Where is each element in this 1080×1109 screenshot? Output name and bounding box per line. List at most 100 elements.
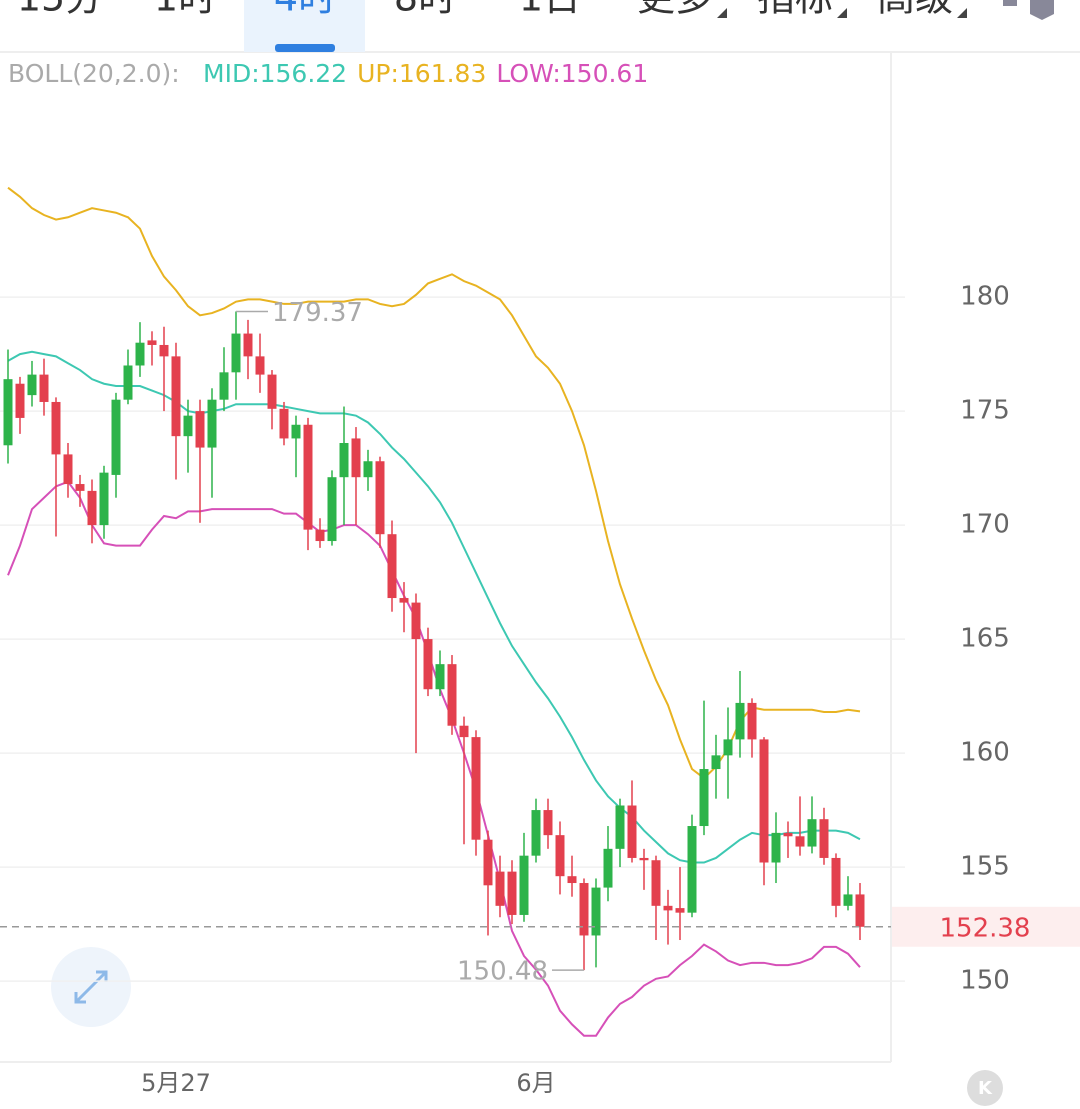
- candle-body: [351, 438, 361, 478]
- legend-entry: MID:156.22: [203, 59, 347, 88]
- candle-body: [411, 602, 421, 640]
- candle-body: [603, 848, 613, 888]
- y-tick-label: 170: [960, 510, 1010, 540]
- candle-body: [255, 356, 265, 375]
- k-button[interactable]: [967, 1070, 1003, 1106]
- y-tick-label: 155: [960, 852, 1010, 882]
- candle-body: [399, 598, 409, 603]
- candle-body: [531, 810, 541, 856]
- candle-body: [843, 894, 853, 906]
- tab[interactable]: 4时: [274, 0, 336, 20]
- candle-body: [195, 411, 205, 448]
- legend-entry: UP:161.83: [357, 59, 486, 88]
- indicator-label: BOLL(20,2.0):: [8, 59, 180, 88]
- candle-body: [75, 484, 85, 491]
- boll-line: [7, 350, 861, 864]
- candle-body: [543, 810, 553, 836]
- candle-body: [243, 333, 253, 357]
- candle-body: [135, 342, 145, 366]
- y-tick-label: 150: [960, 966, 1010, 996]
- candle-body: [579, 883, 589, 936]
- candle-body: [15, 383, 25, 418]
- candle-body: [783, 832, 793, 837]
- candle-body: [747, 702, 757, 740]
- y-tick-label: 175: [960, 396, 1010, 426]
- legend-entry: LOW:150.61: [496, 59, 648, 88]
- candle-body: [555, 835, 565, 877]
- candle-body: [423, 639, 433, 690]
- candle-body: [639, 857, 649, 861]
- x-tick-label: 5月27: [141, 1069, 211, 1097]
- candle-body: [279, 408, 289, 439]
- tab[interactable]: 高级: [877, 0, 953, 20]
- settings-icon[interactable]: [1003, 0, 1054, 20]
- max-label: 179.37: [272, 298, 363, 328]
- candle-body: [495, 871, 505, 906]
- tab[interactable]: 指标: [757, 0, 833, 20]
- candle-body: [627, 805, 637, 858]
- x-tick-label: 6月: [516, 1069, 555, 1097]
- candle-body: [123, 365, 133, 400]
- candle-body: [219, 372, 229, 400]
- candle-body: [99, 472, 109, 526]
- tab[interactable]: 8时: [394, 0, 456, 20]
- last-price-bg: [892, 906, 1080, 947]
- candle-body: [483, 839, 493, 886]
- candle-body: [471, 737, 481, 840]
- tab-dropdown: [957, 8, 967, 18]
- candle-body: [63, 454, 73, 485]
- candle-body: [855, 894, 865, 927]
- expand-icon: [74, 970, 108, 1004]
- y-tick-label: 160: [960, 738, 1010, 768]
- candle-body: [447, 664, 457, 726]
- candle-body: [567, 876, 577, 884]
- candle-body: [819, 819, 829, 858]
- candle-body: [315, 529, 325, 542]
- active-tab-underline: [275, 44, 335, 52]
- candle-body: [519, 855, 529, 915]
- boll-line: [7, 480, 861, 1037]
- candle-body: [159, 344, 169, 357]
- candle-body: [831, 857, 841, 906]
- tab[interactable]: 1日: [519, 0, 581, 20]
- tab[interactable]: 1时: [154, 0, 216, 20]
- y-tick-label: 165: [960, 624, 1010, 654]
- candle-body: [231, 333, 241, 373]
- expand-arrows: [74, 970, 108, 1004]
- tab[interactable]: 15分: [17, 0, 103, 20]
- candle-body: [795, 836, 805, 847]
- candle-body: [615, 805, 625, 849]
- candle-body: [723, 739, 733, 756]
- tab[interactable]: 更多: [637, 0, 713, 20]
- candle-body: [735, 702, 745, 740]
- icon-bar: [1003, 0, 1017, 6]
- candle-body: [111, 399, 121, 475]
- candle-body: [651, 860, 661, 906]
- candle-body: [591, 887, 601, 936]
- y-tick-label: 180: [960, 282, 1010, 312]
- k-button-icon: K: [978, 1078, 993, 1099]
- candle-body: [507, 871, 517, 915]
- icon-hex: [1030, 0, 1054, 20]
- candle-body: [39, 374, 49, 402]
- candle-body: [363, 461, 373, 478]
- candle-body: [3, 379, 13, 446]
- candle-body: [699, 769, 709, 827]
- candle-body: [327, 477, 337, 542]
- candle-body: [27, 374, 37, 396]
- candle-body: [663, 905, 673, 911]
- tab-dropdown: [837, 8, 847, 18]
- min-label: 150.48: [457, 957, 548, 987]
- candle-body: [711, 755, 721, 770]
- candle-body: [171, 356, 181, 437]
- candle-body: [807, 819, 817, 847]
- candle-body: [387, 534, 397, 599]
- candle-body: [147, 340, 157, 345]
- candle-body: [339, 443, 349, 478]
- candle-body: [183, 415, 193, 437]
- candle-body: [771, 832, 781, 863]
- active-tab-bg: [244, 0, 365, 52]
- candle-body: [51, 401, 61, 455]
